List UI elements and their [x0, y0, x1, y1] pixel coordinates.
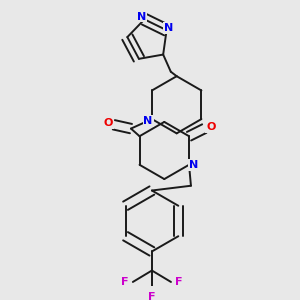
Text: F: F — [148, 292, 156, 300]
Text: N: N — [189, 160, 198, 170]
Text: O: O — [103, 118, 113, 128]
Text: N: N — [137, 11, 146, 22]
Text: N: N — [164, 23, 173, 33]
Text: O: O — [206, 122, 216, 132]
Text: F: F — [122, 277, 129, 287]
Text: F: F — [175, 277, 182, 287]
Text: N: N — [143, 116, 153, 126]
